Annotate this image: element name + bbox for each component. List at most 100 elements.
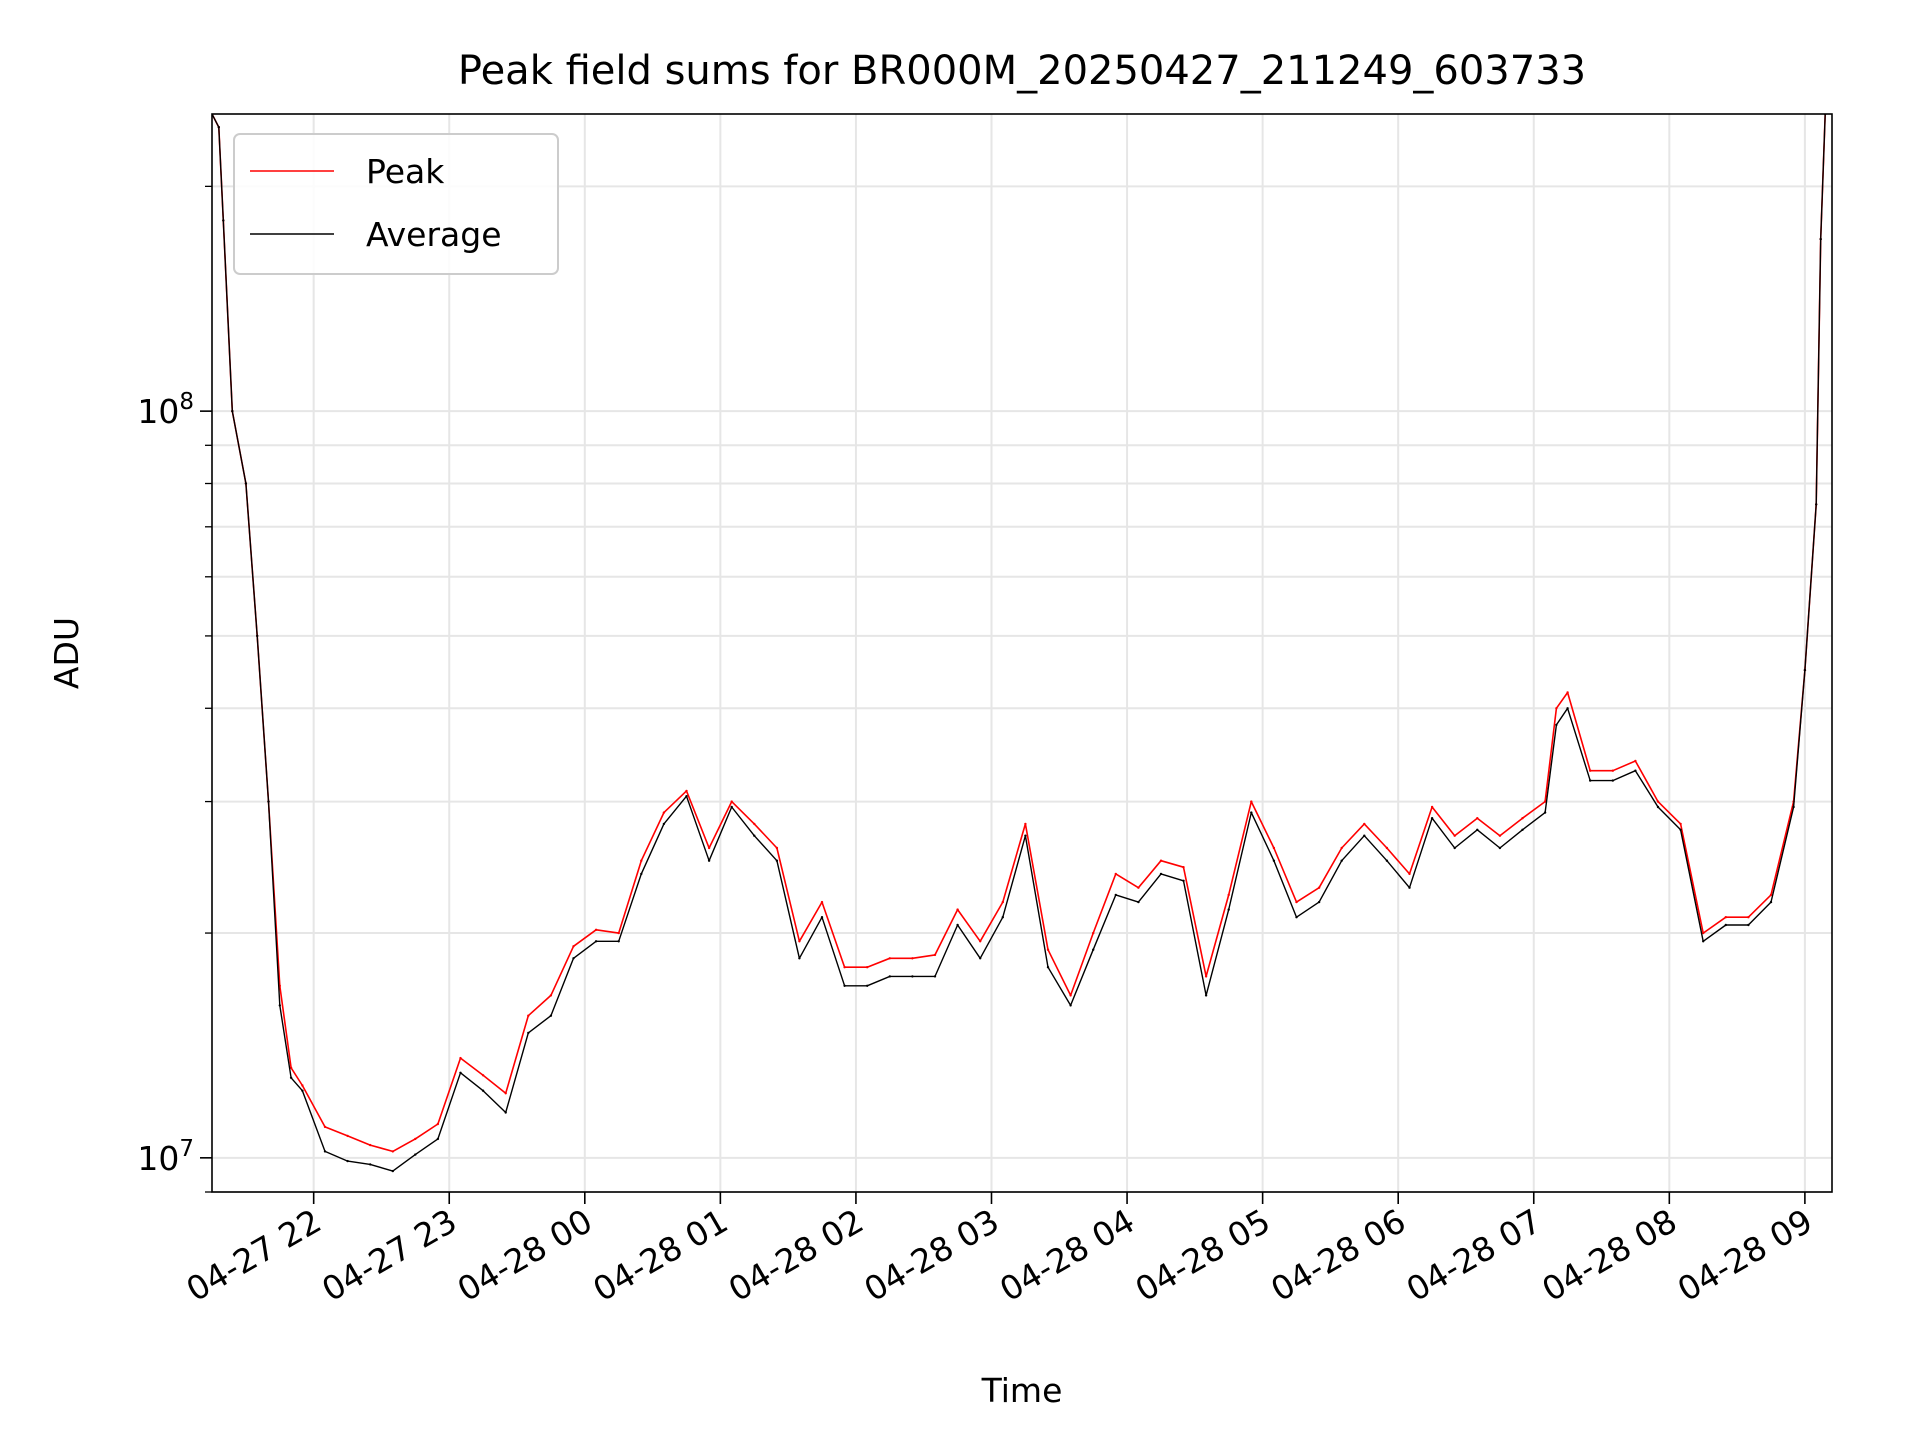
data-point-average xyxy=(323,1150,327,1153)
data-point-peak xyxy=(1679,822,1682,826)
data-point-average xyxy=(662,822,666,826)
data-point-peak xyxy=(1408,872,1411,876)
legend-label-average: Average xyxy=(366,215,502,254)
data-point-average xyxy=(979,957,982,960)
data-point-peak xyxy=(1114,872,1118,876)
data-point-peak xyxy=(301,1084,304,1087)
data-point-average xyxy=(1159,872,1163,876)
data-point-average xyxy=(820,916,824,919)
data-point-average xyxy=(1769,900,1773,904)
y-tick-label: 107 xyxy=(137,1136,194,1178)
data-point-average xyxy=(217,126,220,129)
data-point-average xyxy=(1250,811,1253,814)
data-point-average xyxy=(1611,779,1615,782)
data-point-peak xyxy=(1498,834,1502,837)
data-point-average xyxy=(1679,828,1682,831)
data-point-average xyxy=(549,1014,553,1017)
data-point-peak xyxy=(820,900,824,904)
data-point-average xyxy=(267,800,270,803)
data-point-peak xyxy=(414,1137,417,1141)
data-point-average xyxy=(1566,707,1569,710)
data-point-average xyxy=(436,1137,440,1141)
data-point-average xyxy=(1272,859,1276,862)
data-point-peak xyxy=(1385,846,1389,850)
data-point-average xyxy=(1543,811,1547,814)
data-point-average xyxy=(1555,723,1558,727)
data-point-peak xyxy=(1453,834,1456,837)
data-point-average xyxy=(1819,237,1822,241)
data-point-peak xyxy=(1566,691,1569,694)
data-point-average xyxy=(1340,859,1343,862)
data-point-average xyxy=(685,795,688,798)
data-point-peak xyxy=(436,1122,440,1126)
data-point-average xyxy=(933,975,937,978)
data-point-peak xyxy=(662,811,666,814)
data-point-average xyxy=(301,1089,304,1092)
legend-frame xyxy=(233,133,559,275)
data-point-peak xyxy=(1340,846,1343,850)
data-point-average xyxy=(888,975,891,978)
data-point-peak xyxy=(1476,817,1479,820)
data-point-average xyxy=(1408,886,1411,889)
data-point-peak xyxy=(1182,866,1185,869)
x-axis-label: Time xyxy=(981,1371,1063,1410)
legend: Peak Average xyxy=(233,133,559,275)
data-point-average xyxy=(1114,893,1118,897)
data-point-peak xyxy=(1159,859,1163,862)
data-point-peak xyxy=(1430,805,1434,809)
data-point-peak xyxy=(594,928,598,931)
data-point-peak xyxy=(1137,886,1140,889)
data-point-average xyxy=(527,1031,530,1035)
series-layer xyxy=(212,114,1827,1173)
data-point-peak xyxy=(504,1092,507,1095)
data-point-average xyxy=(504,1111,507,1114)
data-point-average xyxy=(231,409,234,413)
data-point-average xyxy=(1792,805,1795,809)
data-point-peak xyxy=(1702,931,1705,935)
data-point-average xyxy=(730,805,733,809)
data-point-average xyxy=(775,859,779,862)
data-point-peak xyxy=(685,789,688,793)
data-point-peak xyxy=(572,945,575,948)
data-point-peak xyxy=(1001,900,1004,904)
data-point-average xyxy=(1634,769,1637,772)
data-point-average xyxy=(289,1076,293,1080)
data-point-average xyxy=(911,975,914,978)
data-point-average xyxy=(843,984,846,987)
data-point-average xyxy=(1521,828,1524,831)
data-point-average xyxy=(1589,779,1592,782)
data-point-average xyxy=(1702,940,1705,943)
data-point-average xyxy=(1803,668,1807,672)
data-point-average xyxy=(1815,503,1818,506)
data-point-average xyxy=(256,634,259,638)
data-point-peak xyxy=(527,1014,530,1017)
data-point-average xyxy=(572,957,575,960)
data-point-average xyxy=(1363,834,1366,837)
data-point-peak xyxy=(775,846,779,850)
data-point-peak xyxy=(481,1074,485,1077)
data-point-average xyxy=(1046,966,1050,969)
plot-frame xyxy=(211,113,1833,1193)
data-point-average xyxy=(1317,900,1321,904)
data-point-average xyxy=(1453,846,1456,850)
data-point-average xyxy=(594,940,598,943)
data-point-peak xyxy=(1724,916,1728,919)
data-point-peak xyxy=(1543,800,1547,803)
data-point-peak xyxy=(459,1056,462,1060)
data-point-peak xyxy=(933,953,937,957)
data-point-peak xyxy=(1589,769,1592,772)
data-point-peak xyxy=(1204,975,1208,978)
data-point-peak xyxy=(391,1150,394,1153)
data-point-average xyxy=(1385,859,1389,862)
data-point-average xyxy=(866,984,869,987)
data-point-average xyxy=(1137,900,1140,904)
data-point-peak xyxy=(1555,707,1558,710)
data-point-average xyxy=(956,923,959,927)
data-point-peak xyxy=(979,940,982,943)
data-point-average xyxy=(1001,916,1004,919)
data-point-peak xyxy=(730,800,733,803)
data-point-peak xyxy=(1024,822,1027,826)
data-point-peak xyxy=(323,1125,327,1129)
data-point-peak xyxy=(843,966,846,969)
